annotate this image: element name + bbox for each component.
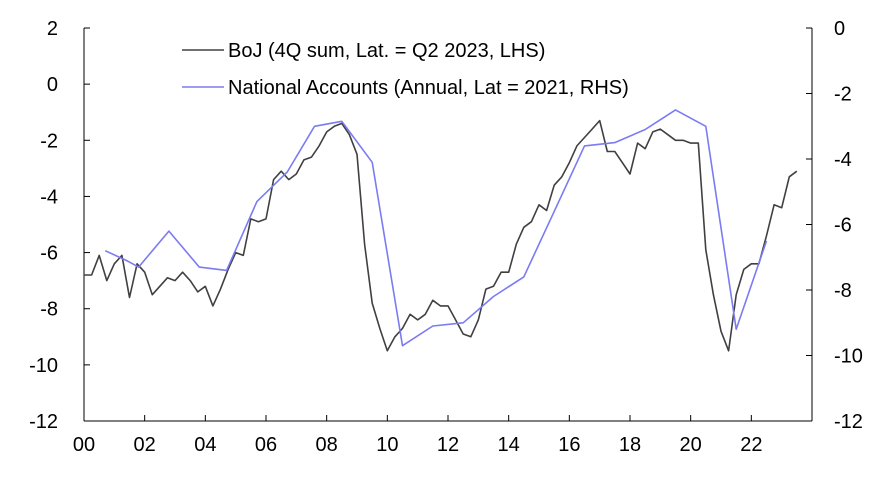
legend-label-boj: BoJ (4Q sum, Lat. = Q2 2023, LHS)	[228, 40, 545, 62]
left-tick-label: -12	[29, 411, 58, 433]
x-tick-label: 00	[73, 434, 95, 456]
right-tick-label: -10	[834, 346, 863, 368]
x-tick-label: 04	[194, 434, 216, 456]
x-tick-label: 06	[255, 434, 277, 456]
left-tick-label: -4	[40, 186, 58, 208]
x-tick-label: 10	[376, 434, 398, 456]
x-tick-label: 20	[680, 434, 702, 456]
left-tick-label: -6	[40, 243, 58, 265]
x-tick-label: 16	[558, 434, 580, 456]
right-y-ticks: 0 -2 -4 -6 -8 -10 -12	[806, 18, 863, 433]
legend-label-national-accounts: National Accounts (Annual, Lat = 2021, R…	[228, 77, 629, 99]
right-tick-label: -6	[834, 215, 852, 237]
right-tick-label: -4	[834, 149, 852, 171]
x-tick-label: 14	[498, 434, 520, 456]
legend: BoJ (4Q sum, Lat. = Q2 2023, LHS) Nation…	[182, 40, 629, 99]
right-tick-label: 0	[834, 18, 845, 40]
series-line-boj	[84, 119, 798, 352]
left-tick-label: 2	[47, 18, 58, 40]
x-ticks: 00 02 04 06 08 10 12 14 16 18 20 22	[73, 415, 762, 456]
right-tick-label: -8	[834, 280, 852, 302]
right-tick-label: -2	[834, 84, 852, 106]
left-tick-label: -2	[40, 130, 58, 152]
series-line-national-accounts	[104, 109, 768, 347]
left-tick-label: -8	[40, 299, 58, 321]
x-tick-label: 08	[316, 434, 338, 456]
right-tick-label: -12	[834, 411, 863, 433]
left-y-ticks: 2 0 -2 -4 -6 -8 -10 -12	[29, 18, 90, 433]
x-tick-label: 12	[437, 434, 459, 456]
x-tick-label: 18	[619, 434, 641, 456]
series-layer	[84, 109, 798, 352]
x-tick-label: 02	[134, 434, 156, 456]
left-tick-label: -10	[29, 355, 58, 377]
x-tick-label: 22	[740, 434, 762, 456]
left-tick-label: 0	[47, 74, 58, 96]
